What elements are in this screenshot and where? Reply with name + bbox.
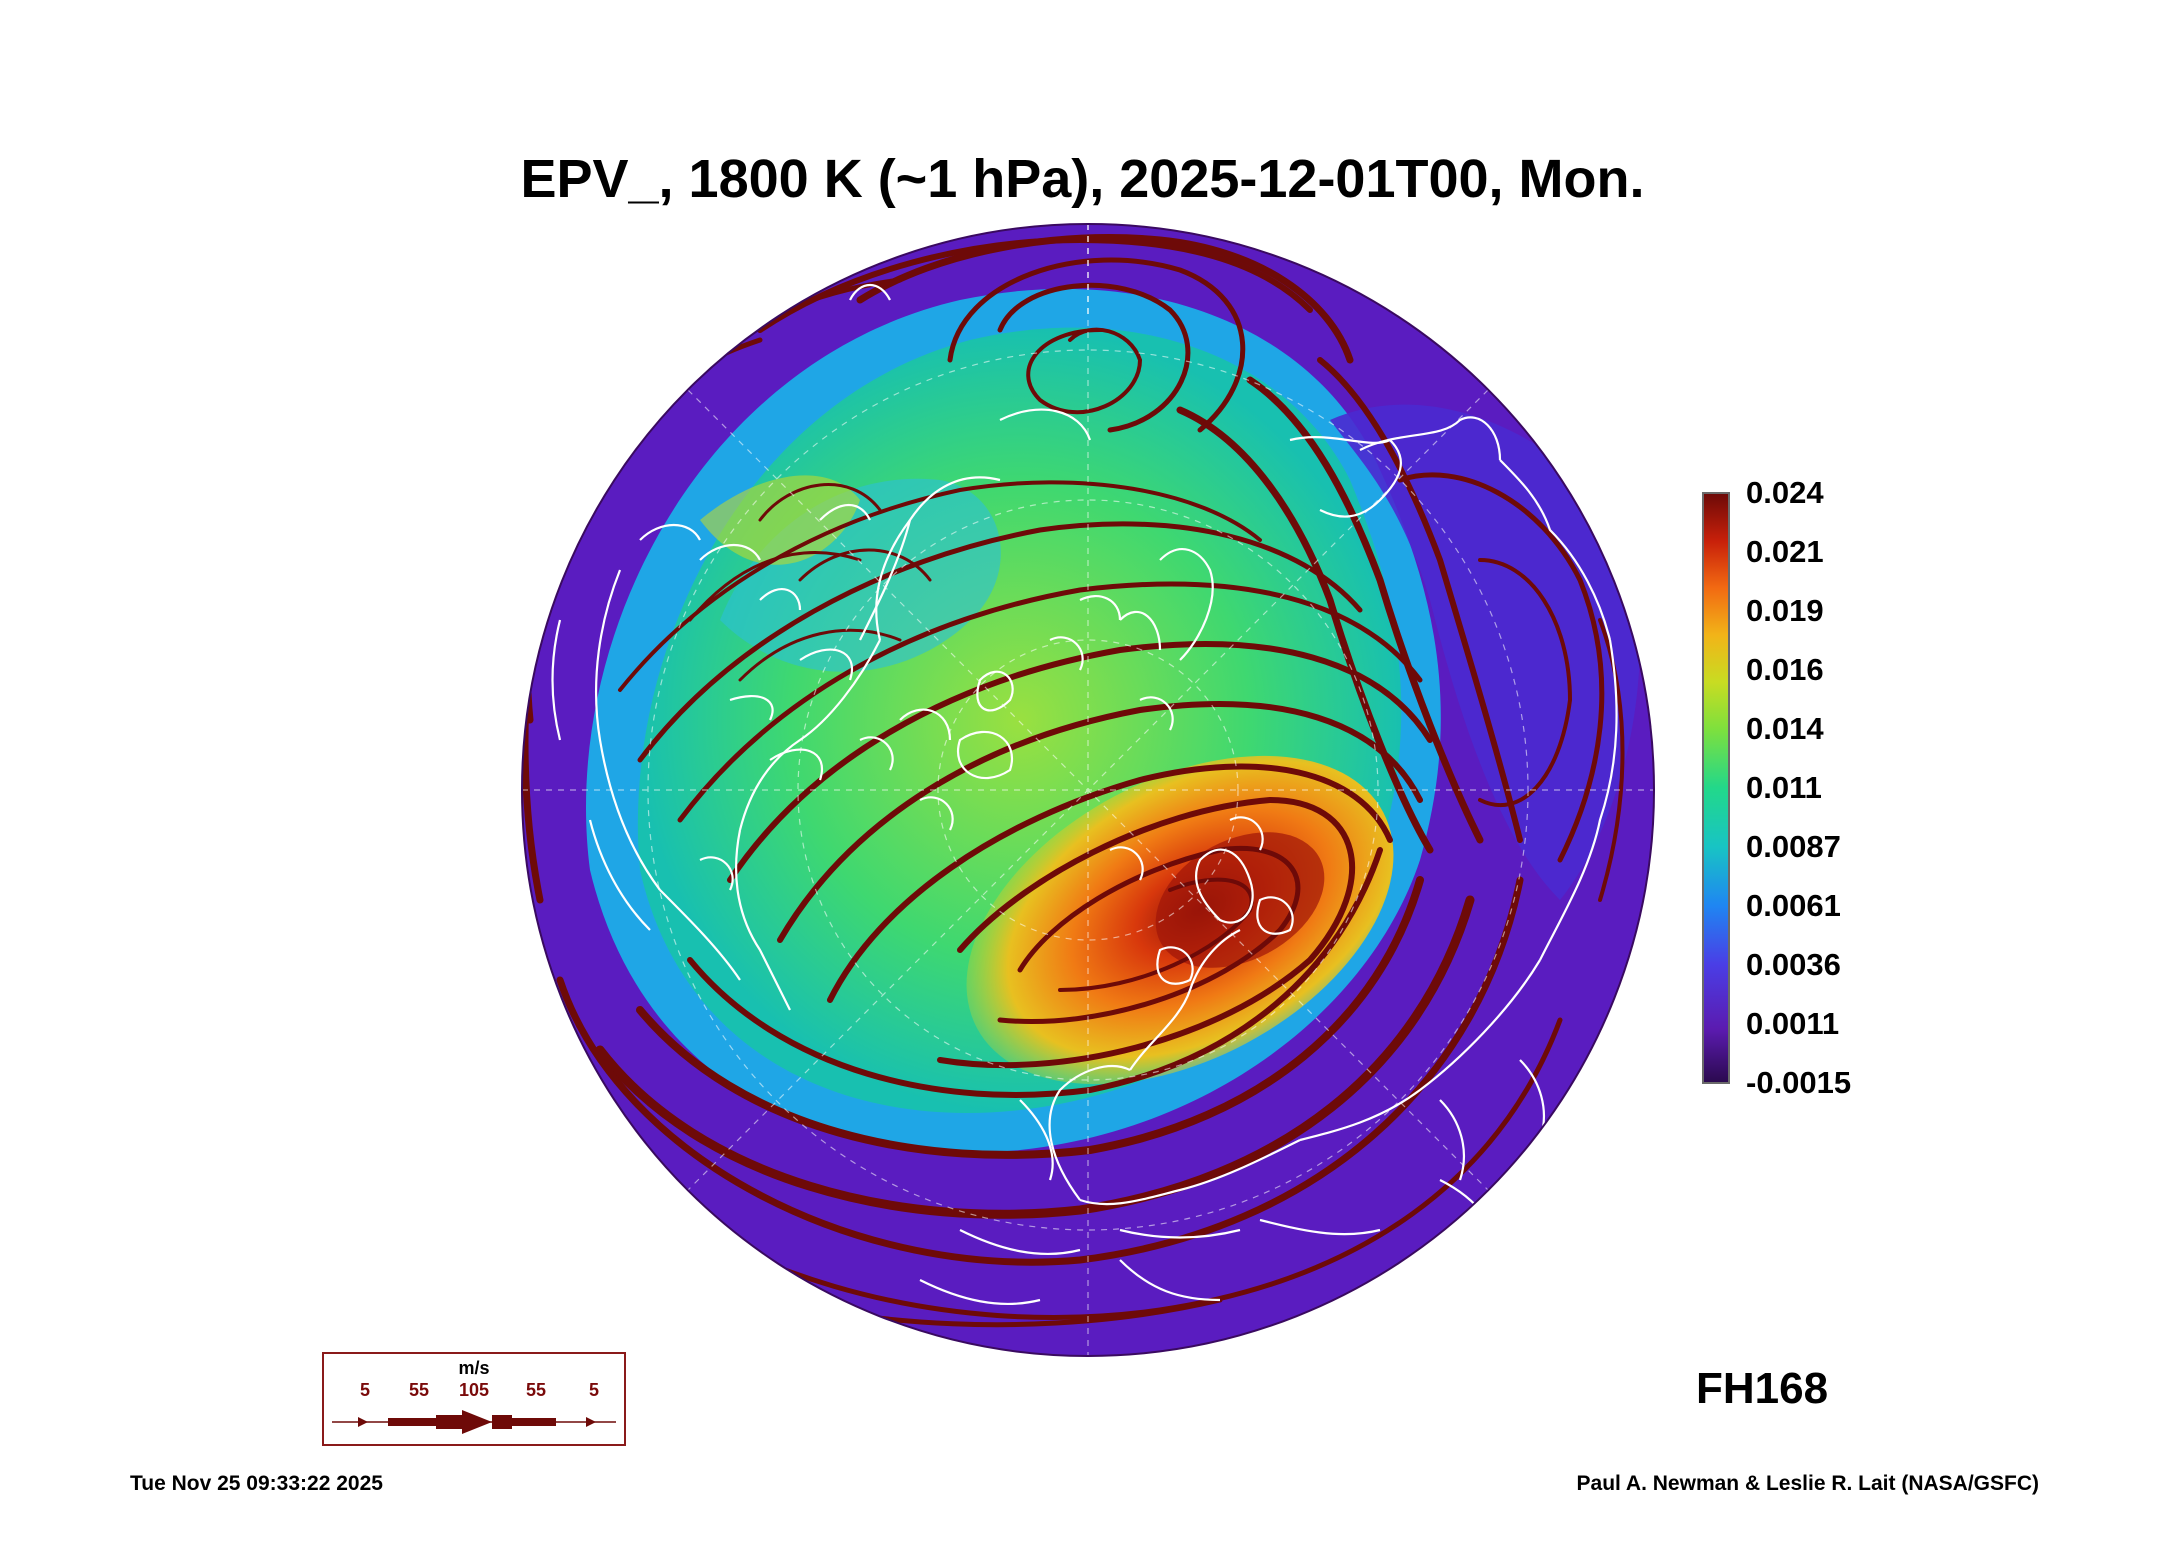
vector-key: m/s 5 55 105 55 5	[322, 1352, 626, 1446]
plot-title: EPV_, 1800 K (~1 hPa), 2025-12-01T00, Mo…	[520, 149, 1645, 209]
colorbar-tick: 0.011	[1746, 770, 1822, 805]
coastlines	[551, 284, 1618, 1306]
colorbar	[1702, 492, 1730, 1084]
vector-key-arrow	[332, 1410, 616, 1434]
colorbar-tick: 0.0036	[1746, 947, 1841, 982]
colorbar-tick: 0.014	[1746, 711, 1824, 746]
vector-key-label: 5	[359, 1380, 371, 1400]
colorbar-tick: -0.0015	[1746, 1065, 1852, 1100]
vector-key-unit: m/s	[458, 1358, 490, 1378]
epv-field	[522, 224, 1654, 1356]
colorbar-tick: 0.021	[1746, 534, 1824, 569]
vector-key-label: 5	[588, 1380, 600, 1400]
colorbar-tick: 0.019	[1746, 593, 1824, 628]
vector-key-label: 55	[408, 1380, 430, 1400]
graticule	[522, 224, 1654, 1356]
vector-key-label: 105	[458, 1380, 490, 1400]
footer-credit: Paul A. Newman & Leslie R. Lait (NASA/GS…	[1576, 1472, 2039, 1495]
colorbar-tick: 0.024	[1746, 475, 1824, 510]
colorbar-tick: 0.0011	[1746, 1006, 1840, 1041]
colorbar-tick: 0.016	[1746, 652, 1824, 687]
forecast-hour: FH168	[1696, 1364, 1829, 1413]
colorbar-tick: 0.0061	[1746, 888, 1841, 923]
colorbar-tick: 0.0087	[1746, 829, 1841, 864]
footer-timestamp: Tue Nov 25 09:33:22 2025	[130, 1472, 383, 1495]
vector-key-label: 55	[525, 1380, 547, 1400]
globe-outline	[521, 223, 1655, 1357]
